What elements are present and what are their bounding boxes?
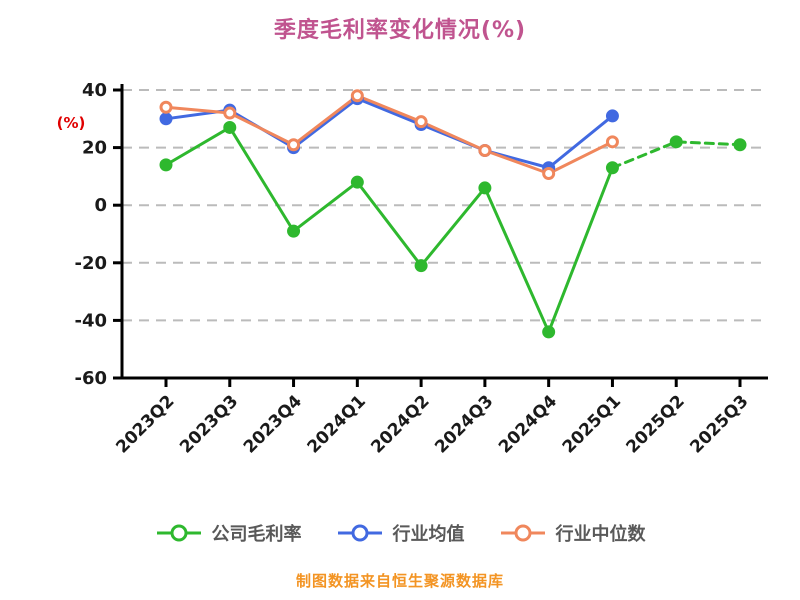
svg-text:2024Q4: 2024Q4 xyxy=(495,391,561,457)
legend-item-industry-average: 行业均值 xyxy=(336,520,465,546)
svg-text:0: 0 xyxy=(94,195,107,216)
svg-text:-20: -20 xyxy=(74,253,107,274)
svg-text:2023Q4: 2023Q4 xyxy=(240,391,306,457)
svg-text:2025Q2: 2025Q2 xyxy=(623,391,689,457)
svg-text:2024Q3: 2024Q3 xyxy=(431,391,497,457)
svg-text:2025Q3: 2025Q3 xyxy=(686,391,752,457)
legend-marker-circle-line xyxy=(337,524,382,542)
legend-item-industry-median: 行业中位数 xyxy=(499,520,646,546)
svg-text:2023Q3: 2023Q3 xyxy=(176,391,242,457)
svg-text:-60: -60 xyxy=(74,368,107,389)
legend-item-company-gross-margin: 公司毛利率 xyxy=(155,520,302,546)
legend: 公司毛利率 行业均值 行业中位数 xyxy=(0,520,800,546)
svg-text:2024Q1: 2024Q1 xyxy=(304,391,370,457)
svg-text:2023Q2: 2023Q2 xyxy=(112,391,178,457)
svg-text:40: 40 xyxy=(82,80,107,101)
svg-text:-40: -40 xyxy=(74,310,107,331)
chart-title: 季度毛利率变化情况(%) xyxy=(273,18,527,43)
data-source-note: 制图数据来自恒生聚源数据库 xyxy=(295,572,504,590)
legend-label: 行业中位数 xyxy=(555,524,646,545)
legend-label: 行业均值 xyxy=(392,524,465,545)
svg-text:20: 20 xyxy=(82,138,107,159)
legend-label: 公司毛利率 xyxy=(211,524,302,545)
svg-text:2024Q2: 2024Q2 xyxy=(367,391,433,457)
svg-text:2025Q1: 2025Q1 xyxy=(559,391,625,457)
y-axis-unit-label: (%) xyxy=(56,114,86,132)
legend-marker-circle-line xyxy=(156,524,201,542)
legend-marker-circle-line xyxy=(500,524,545,542)
